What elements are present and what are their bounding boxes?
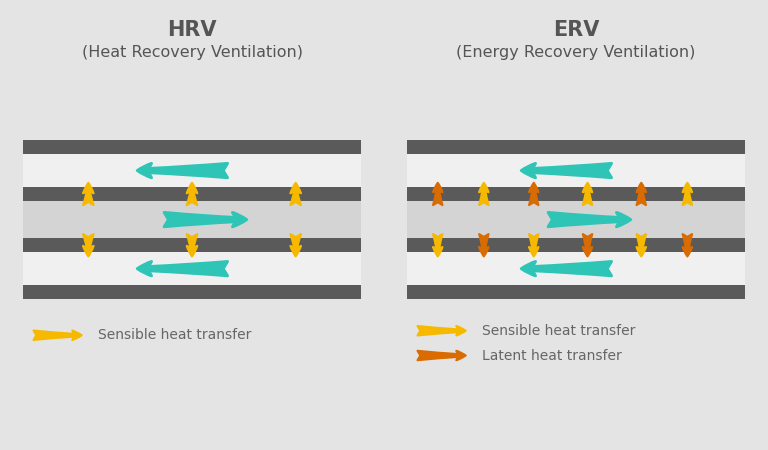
Bar xyxy=(407,201,745,238)
Bar xyxy=(407,238,745,252)
Text: ERV: ERV xyxy=(553,20,599,40)
Text: (Heat Recovery Ventilation): (Heat Recovery Ventilation) xyxy=(81,45,303,60)
Text: Latent heat transfer: Latent heat transfer xyxy=(482,348,621,363)
Bar xyxy=(23,140,361,154)
Bar xyxy=(407,146,745,299)
Text: (Energy Recovery Ventilation): (Energy Recovery Ventilation) xyxy=(456,45,696,60)
Text: Sensible heat transfer: Sensible heat transfer xyxy=(482,324,635,338)
Bar xyxy=(407,285,745,299)
Bar xyxy=(23,146,361,299)
Bar xyxy=(23,238,361,252)
Bar xyxy=(407,140,745,154)
Text: HRV: HRV xyxy=(167,20,217,40)
Text: Sensible heat transfer: Sensible heat transfer xyxy=(98,328,251,342)
Bar xyxy=(23,201,361,238)
Bar xyxy=(23,187,361,201)
Bar xyxy=(23,285,361,299)
Bar xyxy=(407,187,745,201)
